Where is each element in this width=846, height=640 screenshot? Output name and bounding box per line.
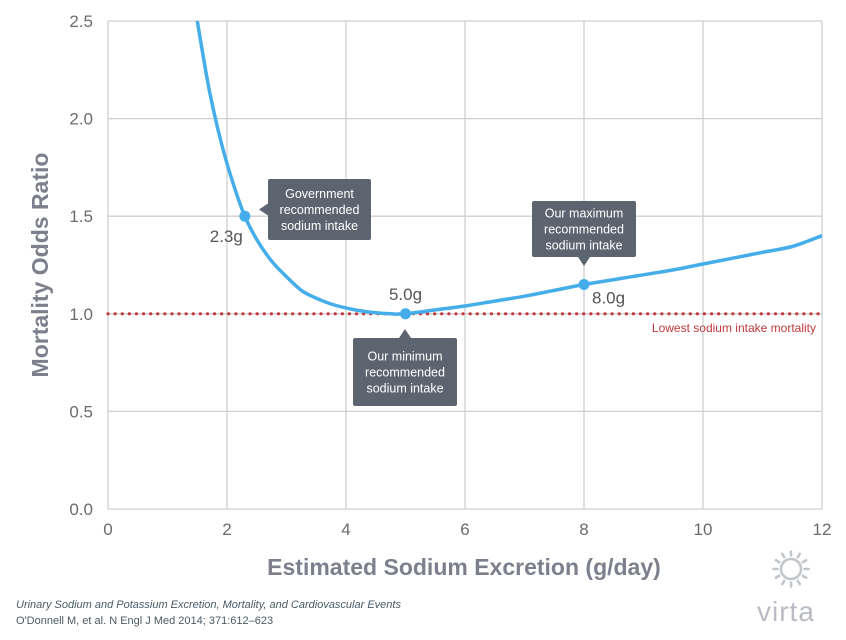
logo-ray xyxy=(796,579,801,586)
citation-title: Urinary Sodium and Potassium Excretion, … xyxy=(16,599,401,611)
brand-name: virta xyxy=(757,596,815,627)
x-tick-label: 12 xyxy=(813,520,832,539)
callout-pointer xyxy=(399,329,411,338)
x-tick-label: 10 xyxy=(694,520,713,539)
x-tick-label: 6 xyxy=(460,520,469,539)
highlight-point-group: Our maximum recommended sodium intake 8.0g xyxy=(532,201,636,308)
callout-box xyxy=(532,201,636,257)
callout-pointer xyxy=(578,257,590,266)
callout-text-line: sodium intake xyxy=(545,239,622,253)
logo-ray xyxy=(801,559,808,564)
logo-ray xyxy=(781,579,786,586)
reference-line-label: Lowest sodium intake mortality xyxy=(652,321,816,335)
y-tick-label: 1.5 xyxy=(69,207,93,226)
callout-text-line: Our maximum xyxy=(545,207,623,221)
highlight-point-label: 2.3g xyxy=(210,227,243,246)
highlight-point-group: Our minimum recommended sodium intake 5.0g xyxy=(353,285,457,406)
x-tick-label: 8 xyxy=(579,520,588,539)
x-tick-label: 2 xyxy=(222,520,231,539)
tick-labels: 0 2 4 6 8 10 12 0.0 0.5 1.0 1.5 2.0 2.5 xyxy=(69,12,831,539)
series-group xyxy=(195,21,822,316)
callout-text-line: recommended xyxy=(280,203,360,217)
y-axis-label: Mortality Odds Ratio xyxy=(27,153,53,378)
y-tick-label: 2.5 xyxy=(69,12,93,31)
logo-ray xyxy=(801,574,808,579)
callout-text-line: recommended xyxy=(544,223,624,237)
callout-text-line: Our minimum xyxy=(367,350,442,364)
callout-text-line: sodium intake xyxy=(366,382,443,396)
x-tick-label: 4 xyxy=(341,520,350,539)
highlight-point-label: 5.0g xyxy=(389,285,422,304)
y-tick-label: 0.0 xyxy=(69,500,93,519)
callout-pointer xyxy=(259,203,268,216)
highlight-point-marker xyxy=(578,279,590,291)
callout-text-line: sodium intake xyxy=(281,219,358,233)
callout-text-line: Government xyxy=(285,187,354,201)
logo-ray xyxy=(774,574,781,579)
callout-box xyxy=(268,179,371,240)
highlight-points: Government recommended sodium intake 2.3g Ou… xyxy=(210,179,636,406)
x-tick-label: 0 xyxy=(103,520,112,539)
highlight-point-marker xyxy=(239,210,251,222)
grid-lines xyxy=(107,20,823,510)
highlight-point-marker xyxy=(400,308,411,320)
citation-reference: O'Donnell M, et al. N Engl J Med 2014; 3… xyxy=(16,615,274,627)
y-tick-label: 1.0 xyxy=(69,305,93,324)
callout-box xyxy=(353,338,457,406)
callout-text-line: recommended xyxy=(365,366,445,380)
x-axis-label: Estimated Sodium Excretion (g/day) xyxy=(267,554,661,580)
logo-ray xyxy=(774,559,781,564)
series-line xyxy=(195,21,822,316)
logo-ray xyxy=(781,552,786,559)
highlight-point-group: Government recommended sodium intake 2.3g xyxy=(210,179,371,246)
y-tick-label: 0.5 xyxy=(69,402,93,421)
sun-logo-icon xyxy=(772,550,810,588)
highlight-point-label: 8.0g xyxy=(592,289,625,308)
logo-ray xyxy=(796,552,801,559)
y-tick-label: 2.0 xyxy=(69,110,93,129)
reference-line-group: Lowest sodium intake mortality xyxy=(106,312,824,335)
